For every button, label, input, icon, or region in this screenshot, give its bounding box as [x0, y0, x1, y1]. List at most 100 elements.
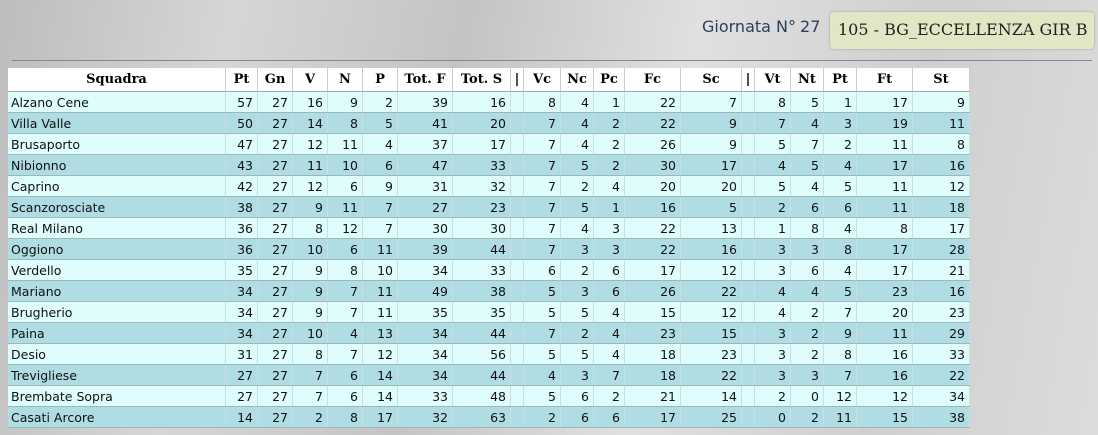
stat-cell: 0 [790, 385, 824, 407]
column-separator: | [510, 68, 524, 92]
stat-cell: 4 [823, 154, 857, 176]
cell-separator [741, 154, 755, 176]
stat-cell: 7 [523, 196, 561, 218]
stat-cell: 9 [362, 175, 398, 197]
table-row: Verdello 35 27 9 8 10 34 33 6 2 6 17 12 3 6 4 17 21 [8, 259, 970, 281]
team-name: Casati Arcore [8, 406, 226, 428]
stat-cell: 6 [593, 406, 625, 428]
stat-cell: 32 [397, 406, 453, 428]
stat-cell: 21 [624, 385, 681, 407]
stat-cell: 11 [912, 112, 970, 134]
stat-cell: 3 [790, 238, 824, 260]
stat-cell: 7 [790, 133, 824, 155]
stat-cell: 5 [790, 154, 824, 176]
stat-cell: 11 [362, 280, 398, 302]
stat-cell: 47 [397, 154, 453, 176]
stat-cell: 17 [680, 154, 742, 176]
stat-cell: 6 [327, 364, 363, 386]
stat-cell: 23 [680, 343, 742, 365]
stat-cell: 2 [560, 322, 594, 344]
stat-cell: 38 [452, 280, 511, 302]
divider [12, 60, 1092, 61]
team-name: Alzano Cene [8, 91, 226, 113]
stat-cell: 34 [225, 280, 258, 302]
stat-cell: 4 [823, 259, 857, 281]
stat-cell: 11 [856, 133, 913, 155]
giornata-text: Giornata N° [702, 17, 797, 36]
stat-cell: 8 [823, 343, 857, 365]
stat-cell: 18 [624, 343, 681, 365]
stat-cell: 7 [680, 91, 742, 113]
stat-cell: 44 [452, 238, 511, 260]
cell-separator [510, 196, 524, 218]
standings-table: Squadra Pt Gn V N P Tot. F Tot. S | Vc Nc Pc Fc Sc | Vt… [8, 68, 970, 428]
stat-cell: 3 [593, 238, 625, 260]
team-name: Paina [8, 322, 226, 344]
stat-cell: 38 [912, 406, 970, 428]
stat-cell: 29 [912, 322, 970, 344]
stat-cell: 5 [823, 175, 857, 197]
stat-cell: 27 [257, 175, 293, 197]
stat-cell: 27 [257, 196, 293, 218]
stat-cell: 2 [593, 112, 625, 134]
table-row: Scanzorosciate 38 27 9 11 7 27 23 7 5 1 16 5 2 6 6 11 18 [8, 196, 970, 218]
cell-separator [510, 112, 524, 134]
stat-cell: 8 [823, 238, 857, 260]
stat-cell: 27 [257, 112, 293, 134]
stat-cell: 11 [856, 175, 913, 197]
stat-cell: 8 [856, 217, 913, 239]
stat-cell: 7 [523, 133, 561, 155]
stat-cell: 27 [397, 196, 453, 218]
stat-cell: 50 [225, 112, 258, 134]
stat-cell: 12 [327, 217, 363, 239]
column-header: Nc [560, 68, 594, 92]
stat-cell: 7 [523, 322, 561, 344]
stat-cell: 1 [823, 91, 857, 113]
stat-cell: 5 [523, 385, 561, 407]
stat-cell: 2 [593, 133, 625, 155]
league-selector[interactable]: 105 - BG_ECCELLENZA GIR B [830, 12, 1094, 49]
stat-cell: 2 [362, 91, 398, 113]
stat-cell: 21 [912, 259, 970, 281]
stat-cell: 3 [823, 112, 857, 134]
stat-cell: 34 [397, 259, 453, 281]
stat-cell: 22 [912, 364, 970, 386]
stat-cell: 20 [856, 301, 913, 323]
stat-cell: 4 [523, 364, 561, 386]
stat-cell: 7 [327, 280, 363, 302]
stat-cell: 5 [560, 154, 594, 176]
stat-cell: 4 [754, 154, 791, 176]
table-row: Villa Valle 50 27 14 8 5 41 20 7 4 2 22 9 7 4 3 19 11 [8, 112, 970, 134]
stat-cell: 42 [225, 175, 258, 197]
cell-separator [741, 322, 755, 344]
stat-cell: 33 [912, 343, 970, 365]
team-name: Mariano [8, 280, 226, 302]
stat-cell: 9 [912, 91, 970, 113]
stat-cell: 11 [856, 322, 913, 344]
stat-cell: 27 [257, 406, 293, 428]
stat-cell: 22 [680, 364, 742, 386]
stat-cell: 10 [362, 259, 398, 281]
cell-separator [510, 322, 524, 344]
stat-cell: 2 [790, 343, 824, 365]
table-row: Desio 31 27 8 7 12 34 56 5 5 4 18 23 3 2 8 16 33 [8, 343, 970, 365]
stat-cell: 22 [624, 91, 681, 113]
column-header: Vt [754, 68, 791, 92]
stat-cell: 15 [856, 406, 913, 428]
stat-cell: 4 [593, 301, 625, 323]
stat-cell: 11 [856, 196, 913, 218]
stat-cell: 16 [856, 364, 913, 386]
giornata-label: Giornata N° 27 [698, 17, 820, 36]
stat-cell: 11 [362, 301, 398, 323]
team-name: Trevigliese [8, 364, 226, 386]
stat-cell: 6 [327, 238, 363, 260]
stat-cell: 38 [225, 196, 258, 218]
column-header: Pt [225, 68, 258, 92]
stat-cell: 2 [790, 406, 824, 428]
stat-cell: 7 [823, 364, 857, 386]
table-row: Alzano Cene 57 27 16 9 2 39 16 8 4 1 22 7 8 5 1 17 9 [8, 91, 970, 113]
table-row: Nibionno 43 27 11 10 6 47 33 7 5 2 30 17 4 5 4 17 16 [8, 154, 970, 176]
stat-cell: 9 [327, 91, 363, 113]
table-row: Brugherio 34 27 9 7 11 35 35 5 5 4 15 12 4 2 7 20 23 [8, 301, 970, 323]
stat-cell: 44 [452, 364, 511, 386]
